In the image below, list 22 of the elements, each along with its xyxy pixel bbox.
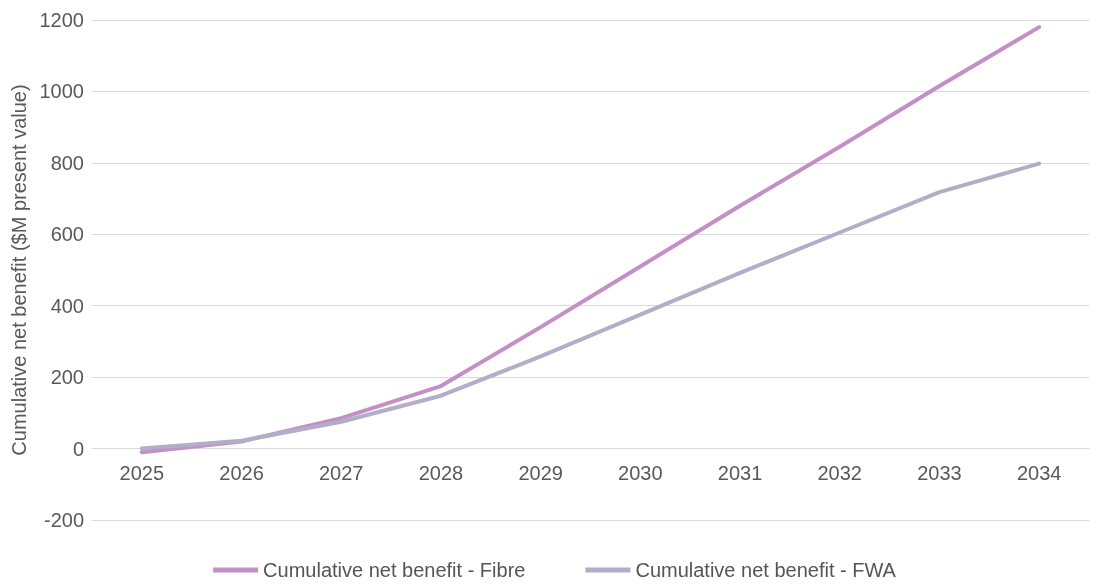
x-tick-label: 2033 — [917, 461, 962, 484]
x-tick-label: 2027 — [319, 461, 364, 484]
y-tick-label: 0 — [72, 437, 84, 460]
x-tick-label: 2026 — [219, 461, 264, 484]
y-tick-label: 800 — [50, 151, 84, 174]
y-tick-label: 1000 — [39, 80, 84, 103]
line-series — [139, 161, 1042, 451]
y-tick-label: 400 — [50, 294, 84, 317]
y-axis-title: Cumulative net benefit ($M present value) — [7, 84, 30, 456]
y-tick-label: 600 — [50, 223, 84, 246]
y-tick-label: 200 — [50, 366, 84, 389]
x-tick-label: 2034 — [1016, 461, 1062, 484]
x-tick-label: 2031 — [717, 461, 763, 484]
x-tick-label: 2028 — [418, 461, 464, 484]
legend-label: Cumulative net benefit - FWA — [635, 559, 897, 581]
y-tick-label: 1200 — [39, 9, 84, 31]
x-tick-label: 2030 — [618, 461, 663, 484]
x-tick-label: 2029 — [518, 461, 563, 484]
legend-label: Cumulative net benefit - Fibre — [263, 559, 526, 581]
x-tick-label: 2032 — [817, 461, 862, 484]
y-tick-label: -200 — [43, 509, 84, 531]
x-tick-label: 2025 — [119, 461, 165, 484]
